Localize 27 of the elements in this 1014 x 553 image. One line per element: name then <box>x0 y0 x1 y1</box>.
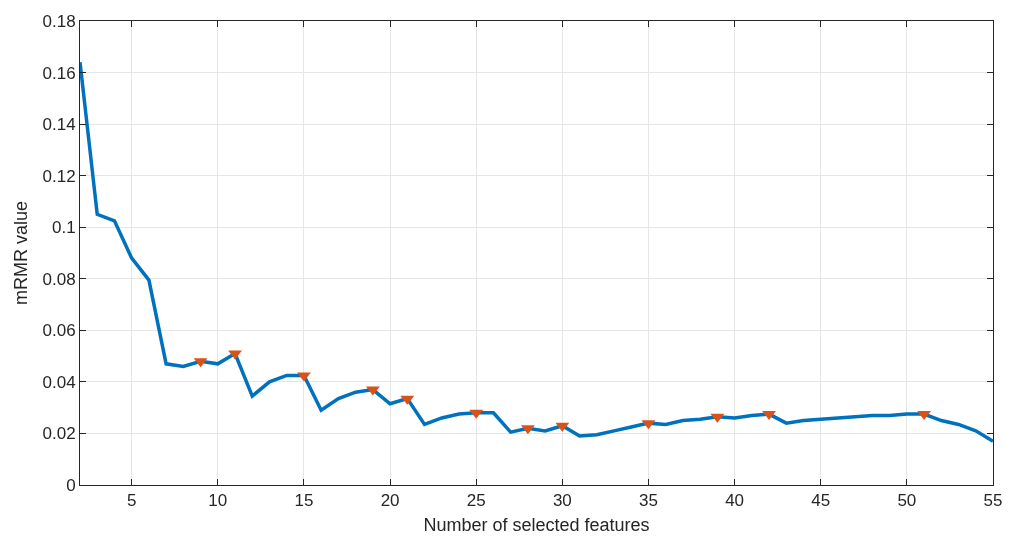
y-tick-label: 0.08 <box>42 269 76 289</box>
y-tick-label: 0.06 <box>42 321 76 341</box>
y-tick-label: 0.14 <box>42 115 76 135</box>
x-tick-label: 40 <box>725 491 745 511</box>
y-tick-label: 0.02 <box>42 424 76 444</box>
point <box>297 372 311 382</box>
y-tick-label: 0.1 <box>51 218 76 238</box>
y-tick-label: 0 <box>66 475 76 495</box>
x-tick-label: 50 <box>897 491 917 511</box>
point <box>228 350 242 360</box>
x-tick-label: 10 <box>208 491 228 511</box>
y-tick-label: 0.04 <box>42 372 76 392</box>
x-axis-title: Number of selected features <box>423 514 650 535</box>
x-tick-label: 15 <box>294 491 314 511</box>
x-tick-label: 35 <box>639 491 658 511</box>
y-tick-label: 0.16 <box>42 63 76 83</box>
x-tick-label: 5 <box>126 491 137 511</box>
point <box>762 411 776 421</box>
y-axis-title: mRMR value <box>10 200 31 306</box>
x-tick-label: 20 <box>380 491 400 511</box>
x-tick-label: 55 <box>983 491 1003 511</box>
x-tick-label: 45 <box>811 491 831 511</box>
y-tick-label: 0.18 <box>42 11 76 31</box>
x-tick-label: 25 <box>466 491 486 511</box>
y-tick-label: 0.12 <box>42 166 76 186</box>
x-tick-label: 30 <box>552 491 572 511</box>
line-series <box>80 60 993 443</box>
